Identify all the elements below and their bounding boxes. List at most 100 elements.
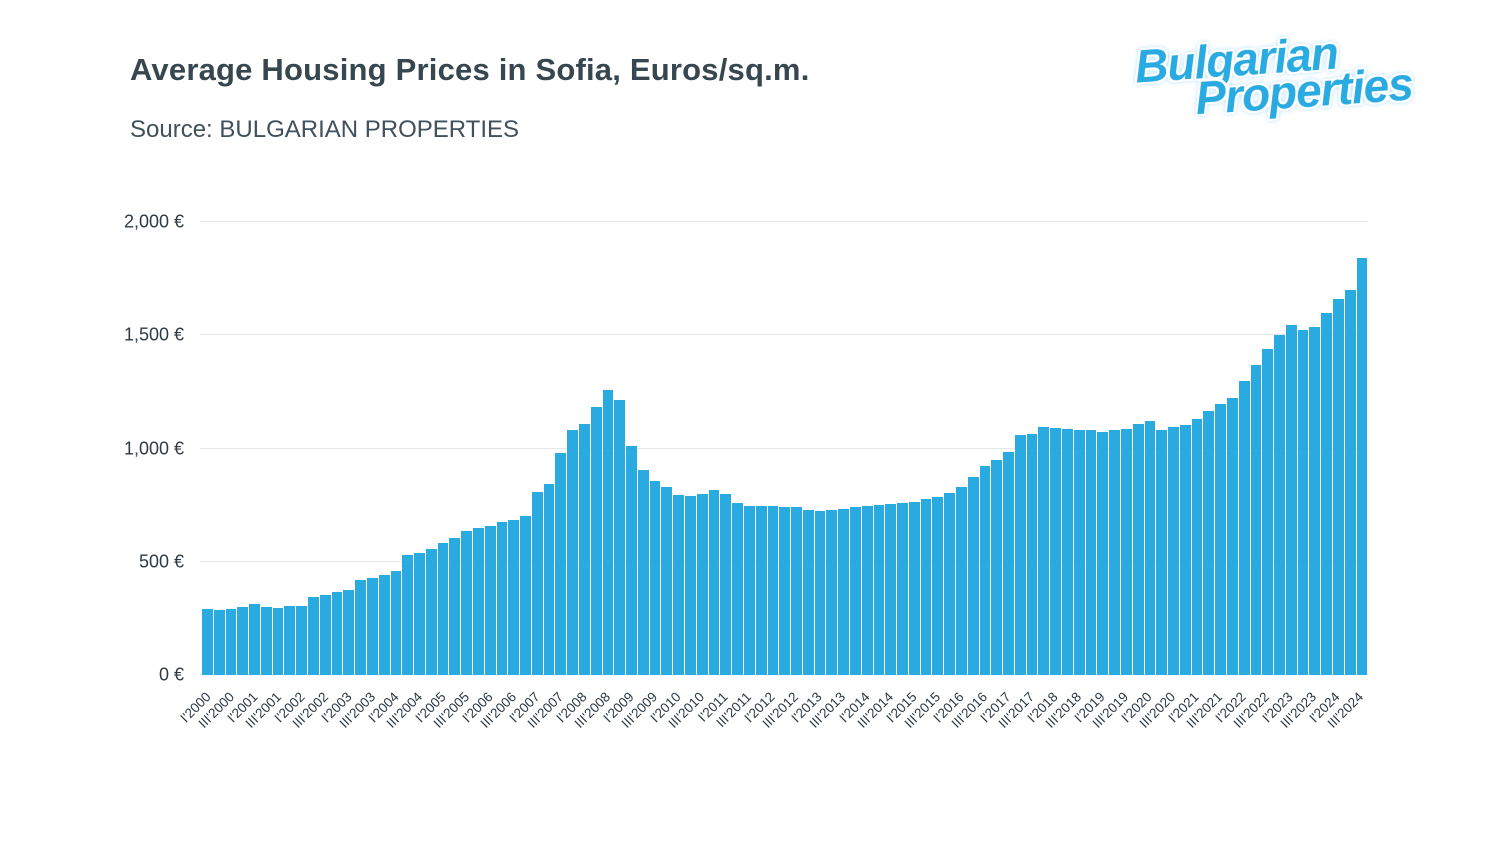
bar-I'2005[interactable] <box>437 542 449 675</box>
bar-IV'2007[interactable] <box>567 430 578 675</box>
bar-IV'2015[interactable] <box>944 492 955 675</box>
bar-III'2015[interactable] <box>932 497 944 675</box>
bar-III'2019[interactable] <box>1120 429 1132 675</box>
bar-IV'2011[interactable] <box>755 506 767 675</box>
bar-II'2021[interactable] <box>1203 411 1215 675</box>
bar-III'2020[interactable] <box>1168 426 1179 675</box>
bar-I'2010[interactable] <box>673 494 685 675</box>
bar-III'2005[interactable] <box>461 531 472 675</box>
bar-II'2000[interactable] <box>213 609 225 675</box>
bar-III'2024[interactable] <box>1356 258 1368 675</box>
bar-I'2015[interactable] <box>908 501 920 675</box>
bar-IV'2012[interactable] <box>802 509 814 675</box>
bar-II'2011[interactable] <box>732 502 743 675</box>
bar-III'2022[interactable] <box>1262 348 1274 675</box>
bar-I'2016[interactable] <box>956 487 967 675</box>
bar-II'2013[interactable] <box>826 509 838 675</box>
bar-I'2009[interactable] <box>626 446 637 675</box>
bar-I'2018[interactable] <box>1050 428 1062 675</box>
bar-I'2022[interactable] <box>1238 380 1250 675</box>
bar-II'2014[interactable] <box>873 505 885 675</box>
bar-II'2002[interactable] <box>308 596 319 675</box>
bar-IV'2020[interactable] <box>1179 424 1191 675</box>
bar-III'2000[interactable] <box>225 608 237 675</box>
bar-III'2014[interactable] <box>885 504 897 675</box>
bar-I'2000[interactable] <box>202 609 213 675</box>
bar-II'2010[interactable] <box>685 496 696 675</box>
bar-III'2010[interactable] <box>696 493 708 675</box>
bar-IV'2016[interactable] <box>991 459 1003 675</box>
bar-II'2009[interactable] <box>637 470 649 675</box>
bar-III'2004[interactable] <box>414 552 425 675</box>
bar-III'2008[interactable] <box>602 389 614 675</box>
bar-I'2021[interactable] <box>1191 419 1203 675</box>
bar-IV'2023[interactable] <box>1321 312 1332 675</box>
bar-I'2004[interactable] <box>390 570 402 675</box>
bar-II'2020[interactable] <box>1156 430 1168 675</box>
bar-IV'2018[interactable] <box>1085 430 1097 675</box>
bar-III'2012[interactable] <box>791 507 802 675</box>
bar-IV'2010[interactable] <box>708 490 720 675</box>
logo-line2: Properties <box>1194 57 1415 125</box>
bar-II'2001[interactable] <box>260 607 272 675</box>
bar-I'2017[interactable] <box>1003 451 1014 675</box>
bar-III'2021[interactable] <box>1215 404 1226 675</box>
bar-IV'2003[interactable] <box>378 575 390 675</box>
bar-II'2022[interactable] <box>1250 364 1262 675</box>
bar-II'2023[interactable] <box>1297 329 1309 675</box>
bar-IV'2014[interactable] <box>897 502 908 675</box>
bar-IV'2004[interactable] <box>425 549 437 675</box>
bar-I'2024[interactable] <box>1333 299 1344 675</box>
bar-III'2007[interactable] <box>555 453 567 675</box>
bar-II'2018[interactable] <box>1062 429 1073 675</box>
bar-IV'2021[interactable] <box>1226 397 1238 675</box>
bar-II'2012[interactable] <box>779 506 791 675</box>
bar-II'2015[interactable] <box>920 499 932 675</box>
bar-III'2002[interactable] <box>319 595 331 675</box>
bar-I'2011[interactable] <box>720 493 732 675</box>
bar-III'2017[interactable] <box>1026 433 1038 675</box>
bar-II'2007[interactable] <box>543 483 555 675</box>
bar-IV'2019[interactable] <box>1132 423 1144 675</box>
bar-II'2016[interactable] <box>967 476 979 675</box>
bar-I'2012[interactable] <box>767 506 779 675</box>
bar-II'2006[interactable] <box>496 522 508 675</box>
bar-IV'2001[interactable] <box>284 606 296 675</box>
bar-II'2003[interactable] <box>355 579 366 675</box>
bar-I'2003[interactable] <box>343 590 355 675</box>
bar-II'2024[interactable] <box>1344 289 1356 675</box>
bar-III'2018[interactable] <box>1073 429 1085 675</box>
bar-III'2013[interactable] <box>838 508 849 675</box>
bar-IV'2017[interactable] <box>1038 426 1050 675</box>
bar-II'2005[interactable] <box>449 537 461 675</box>
bar-II'2004[interactable] <box>402 555 414 675</box>
bar-III'2001[interactable] <box>272 607 284 675</box>
bar-I'2007[interactable] <box>531 491 543 675</box>
bar-I'2014[interactable] <box>861 506 873 675</box>
bar-II'2017[interactable] <box>1014 434 1026 675</box>
bar-I'2020[interactable] <box>1144 421 1156 675</box>
bar-III'2016[interactable] <box>979 465 991 675</box>
bar-IV'2000[interactable] <box>237 606 249 675</box>
bar-I'2008[interactable] <box>579 423 590 675</box>
bar-II'2008[interactable] <box>590 406 602 675</box>
bar-IV'2005[interactable] <box>472 527 484 675</box>
bar-IV'2008[interactable] <box>614 399 626 675</box>
bar-I'2013[interactable] <box>814 510 826 675</box>
bar-IV'2009[interactable] <box>661 487 673 675</box>
bar-IV'2002[interactable] <box>331 592 343 675</box>
bar-I'2002[interactable] <box>296 605 308 675</box>
bar-III'2023[interactable] <box>1309 327 1321 675</box>
bar-IV'2013[interactable] <box>849 507 861 675</box>
bar-III'2011[interactable] <box>743 505 755 675</box>
bar-II'2019[interactable] <box>1109 430 1120 675</box>
bar-IV'2022[interactable] <box>1274 335 1285 675</box>
bar-I'2023[interactable] <box>1285 325 1297 675</box>
bar-IV'2006[interactable] <box>520 516 531 675</box>
bar-I'2001[interactable] <box>249 603 260 675</box>
bar-I'2006[interactable] <box>484 525 496 675</box>
bar-I'2019[interactable] <box>1097 431 1109 675</box>
bar-III'2006[interactable] <box>508 519 520 675</box>
bar-III'2009[interactable] <box>649 481 661 675</box>
bar-III'2003[interactable] <box>366 577 378 675</box>
